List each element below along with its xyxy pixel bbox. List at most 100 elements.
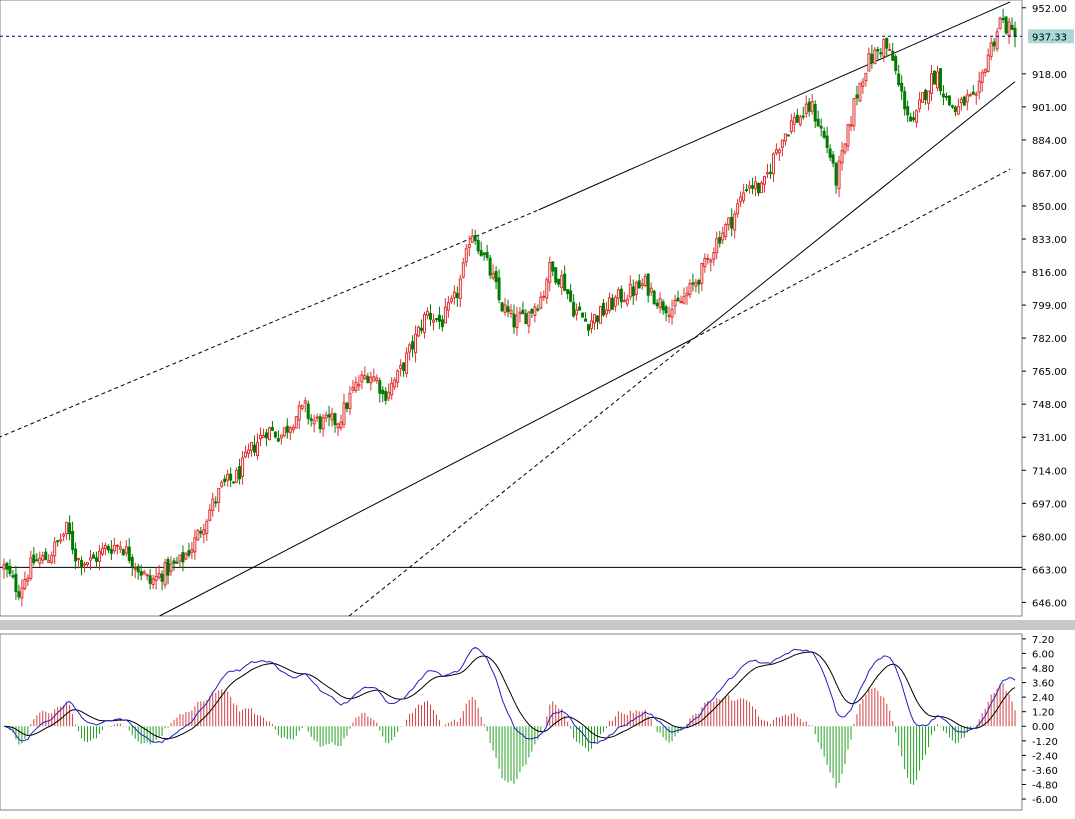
candle-body — [420, 327, 424, 331]
candle-body — [118, 546, 122, 550]
candle-body — [673, 299, 677, 307]
candle-body — [715, 238, 719, 254]
signal-line — [3, 651, 1016, 740]
candle-body — [133, 567, 137, 570]
candle-body — [792, 117, 796, 125]
candle-body — [828, 148, 832, 158]
candle-body — [297, 405, 301, 421]
price-tick-label: 731.00 — [1032, 433, 1067, 444]
candle-body — [384, 391, 388, 401]
candle-body — [80, 560, 84, 568]
candle-body — [610, 297, 614, 310]
candle-body — [915, 110, 919, 123]
candle-body — [971, 91, 975, 95]
candle-body — [572, 301, 576, 317]
price-tick-label: 816.00 — [1032, 268, 1067, 279]
candle-body — [959, 98, 963, 104]
candle-body — [417, 326, 421, 337]
candle-body — [837, 160, 841, 189]
candle-body — [545, 279, 549, 299]
candle-body — [634, 282, 638, 295]
candle-body — [694, 282, 698, 287]
candle-body — [229, 473, 233, 481]
candle-body — [273, 431, 277, 438]
candle-body — [771, 153, 775, 175]
price-tick-label: 765.00 — [1032, 367, 1067, 378]
candle-body — [29, 557, 33, 579]
candle-body — [515, 315, 519, 329]
candle-body — [870, 53, 874, 63]
candle-body — [342, 402, 346, 425]
candle-body — [858, 82, 862, 102]
candle-body — [103, 545, 107, 550]
candle-body — [38, 557, 42, 564]
candle-body — [518, 311, 522, 315]
candle-body — [485, 251, 489, 258]
price-tick-label: 867.00 — [1032, 169, 1067, 180]
candle-body — [640, 283, 644, 287]
candle-body — [646, 273, 650, 296]
candle-body — [136, 566, 140, 573]
candle-body — [354, 381, 358, 391]
candle-body — [918, 99, 922, 110]
candle-body — [71, 530, 75, 551]
candle-body — [855, 94, 859, 99]
candle-body — [509, 309, 513, 315]
candle-body — [357, 383, 361, 387]
candle-body — [405, 352, 409, 374]
candle-body — [288, 427, 292, 433]
candle-body — [995, 31, 999, 50]
candle-body — [980, 72, 984, 84]
candle-body — [333, 413, 337, 426]
candle-body — [733, 213, 737, 231]
candle-body — [685, 292, 689, 297]
candle-body — [649, 287, 653, 293]
candle-body — [375, 377, 379, 381]
candle-body — [974, 93, 978, 96]
candle-body — [968, 94, 972, 97]
candle-body — [941, 93, 945, 98]
price-tick-label: 646.00 — [1032, 598, 1067, 609]
candle-body — [494, 271, 498, 283]
current-price-label: 937.33 — [1032, 32, 1067, 43]
candle-body — [303, 400, 307, 404]
candle-body — [44, 551, 48, 561]
candle-body — [783, 133, 787, 142]
candle-body — [97, 550, 101, 562]
price-tick-label: 663.00 — [1032, 565, 1067, 576]
lower-channel-dashed — [693, 168, 1011, 339]
candle-body — [491, 272, 495, 279]
candle-body — [679, 300, 683, 304]
candle-body — [846, 124, 850, 147]
candle-body — [11, 575, 15, 578]
candle-body — [906, 106, 910, 116]
candle-body — [619, 288, 623, 303]
candle-body — [930, 73, 934, 94]
price-tick-label: 680.00 — [1032, 532, 1067, 543]
candle-body — [876, 48, 880, 52]
current-price-marker — [1028, 29, 1074, 44]
candle-body — [440, 319, 444, 328]
candle-body — [810, 101, 814, 112]
candle-body — [578, 306, 582, 311]
price-tick-label: 697.00 — [1032, 499, 1067, 510]
candle-body — [661, 301, 665, 311]
candle-body — [455, 292, 459, 299]
candle-body — [512, 313, 516, 328]
candle-body — [527, 311, 531, 327]
candle-body — [238, 466, 242, 480]
candle-body — [927, 90, 931, 104]
candle-body — [241, 457, 245, 477]
candle-body — [351, 386, 355, 391]
candle-body — [503, 304, 507, 313]
candle-body — [530, 308, 534, 314]
macd-tick-label: 6.00 — [1032, 649, 1054, 660]
pane-separator[interactable] — [0, 620, 1075, 630]
candle-body — [378, 380, 382, 394]
candle-body — [425, 311, 429, 316]
price-tick-label: 714.00 — [1032, 466, 1067, 477]
candle-body — [396, 370, 400, 383]
candle-body — [739, 196, 743, 203]
candle-body — [998, 17, 1002, 29]
candle-body — [393, 379, 397, 388]
